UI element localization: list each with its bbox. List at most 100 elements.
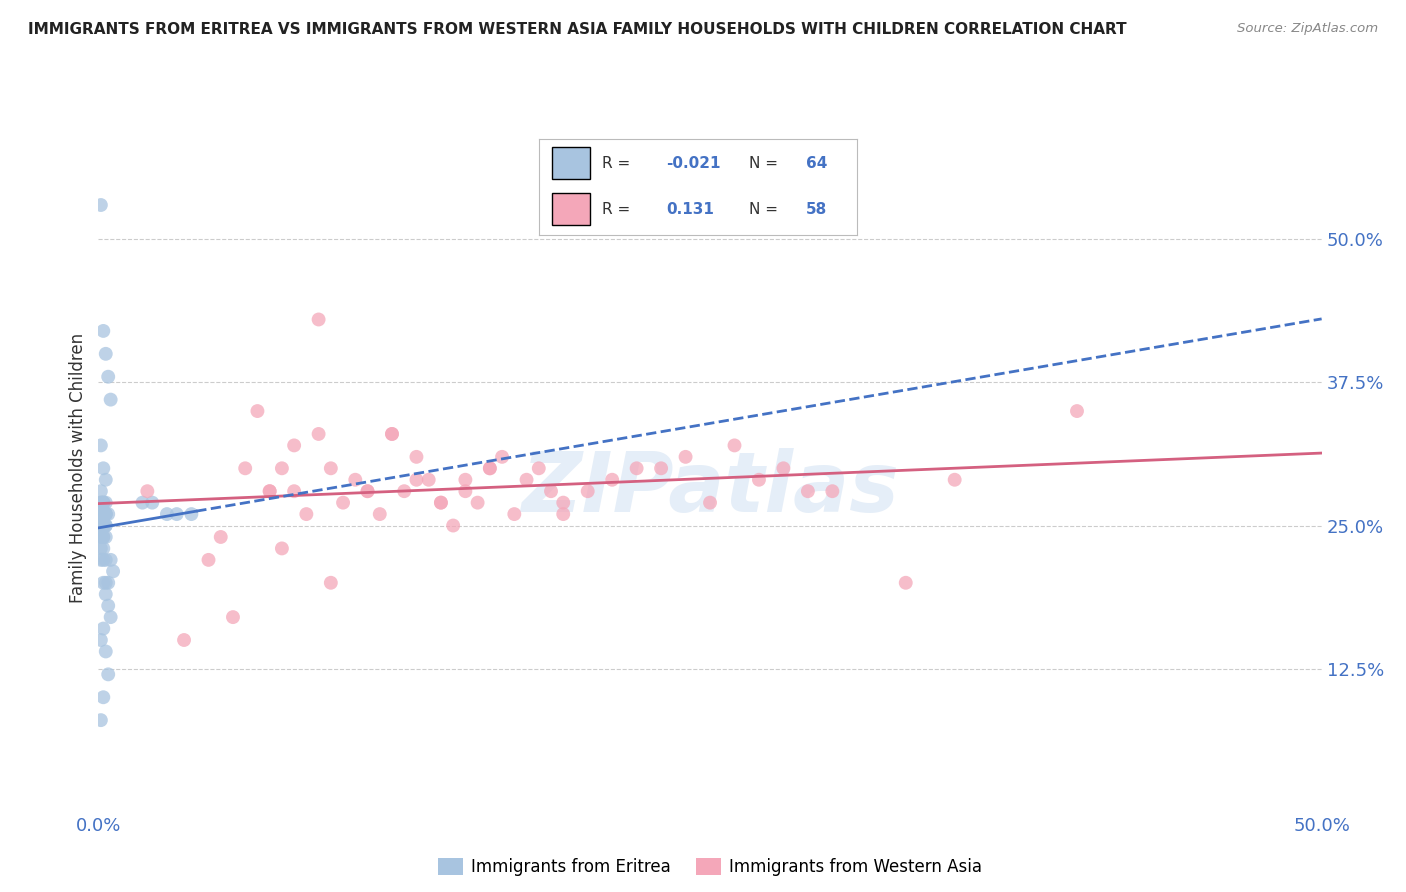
Point <box>430 495 453 509</box>
Point <box>626 461 648 475</box>
Text: Source: ZipAtlas.com: Source: ZipAtlas.com <box>1237 22 1378 36</box>
Point <box>94 575 117 590</box>
Point <box>90 495 112 509</box>
Point <box>197 553 219 567</box>
Point <box>821 484 844 499</box>
Point <box>308 312 330 326</box>
Point <box>91 690 114 705</box>
Point <box>131 495 153 509</box>
Point <box>94 518 117 533</box>
Point <box>90 495 112 509</box>
Point <box>97 369 120 384</box>
Point <box>319 461 342 475</box>
Point <box>527 461 550 475</box>
Point <box>94 347 117 361</box>
Point <box>97 599 120 613</box>
Point <box>90 507 112 521</box>
Point <box>94 473 117 487</box>
Point <box>91 507 114 521</box>
Point <box>405 450 427 464</box>
Point <box>319 575 342 590</box>
Point <box>748 473 770 487</box>
Point <box>454 473 477 487</box>
Point <box>553 495 575 509</box>
Point <box>90 198 112 212</box>
Point <box>91 507 114 521</box>
Point <box>90 518 112 533</box>
Point <box>91 518 114 533</box>
Point <box>91 518 114 533</box>
Point <box>91 324 114 338</box>
Point <box>90 518 112 533</box>
Point <box>90 530 112 544</box>
Point <box>91 575 114 590</box>
Point <box>94 644 117 658</box>
Point <box>91 518 114 533</box>
Point <box>90 507 112 521</box>
Point <box>478 461 501 475</box>
Point <box>94 507 117 521</box>
Point <box>94 507 117 521</box>
Legend: Immigrants from Eritrea, Immigrants from Western Asia: Immigrants from Eritrea, Immigrants from… <box>432 851 988 882</box>
Point <box>270 541 294 556</box>
Point <box>441 518 464 533</box>
Point <box>491 450 513 464</box>
Point <box>418 473 440 487</box>
Point <box>156 507 179 521</box>
Point <box>91 507 114 521</box>
Point <box>166 507 188 521</box>
Point <box>270 461 294 475</box>
Point <box>430 495 453 509</box>
Point <box>141 495 163 509</box>
Point <box>650 461 672 475</box>
Point <box>94 530 117 544</box>
Point <box>356 484 378 499</box>
Point <box>97 667 120 681</box>
Point <box>405 473 427 487</box>
Point <box>94 553 117 567</box>
Point <box>797 484 820 499</box>
Point <box>209 530 232 544</box>
Point <box>283 438 305 452</box>
Point <box>94 495 117 509</box>
Point <box>91 495 114 509</box>
Point <box>90 633 112 648</box>
Point <box>478 461 501 475</box>
Point <box>94 518 117 533</box>
Point <box>90 484 112 499</box>
Point <box>381 426 404 441</box>
Point <box>381 426 404 441</box>
Point <box>233 461 256 475</box>
Point <box>90 713 112 727</box>
Point <box>180 507 202 521</box>
Point <box>356 484 378 499</box>
Point <box>772 461 794 475</box>
Point <box>295 507 318 521</box>
Point <box>259 484 281 499</box>
Point <box>699 495 721 509</box>
Point <box>454 484 477 499</box>
Point <box>283 484 305 499</box>
Point <box>94 507 117 521</box>
Point <box>943 473 966 487</box>
Point <box>308 426 330 441</box>
Point <box>91 495 114 509</box>
Text: ZIPatlas: ZIPatlas <box>522 449 898 530</box>
Point <box>173 633 195 648</box>
Point <box>90 541 112 556</box>
Point <box>90 553 112 567</box>
Point <box>467 495 489 509</box>
Point <box>97 507 120 521</box>
Point <box>259 484 281 499</box>
Point <box>600 473 623 487</box>
Point <box>553 507 575 521</box>
Point <box>90 438 112 452</box>
Point <box>100 610 122 624</box>
Point <box>503 507 526 521</box>
Point <box>91 461 114 475</box>
Point <box>392 484 416 499</box>
Point <box>540 484 562 499</box>
Point <box>675 450 697 464</box>
Y-axis label: Family Households with Children: Family Households with Children <box>69 334 87 603</box>
Point <box>91 495 114 509</box>
